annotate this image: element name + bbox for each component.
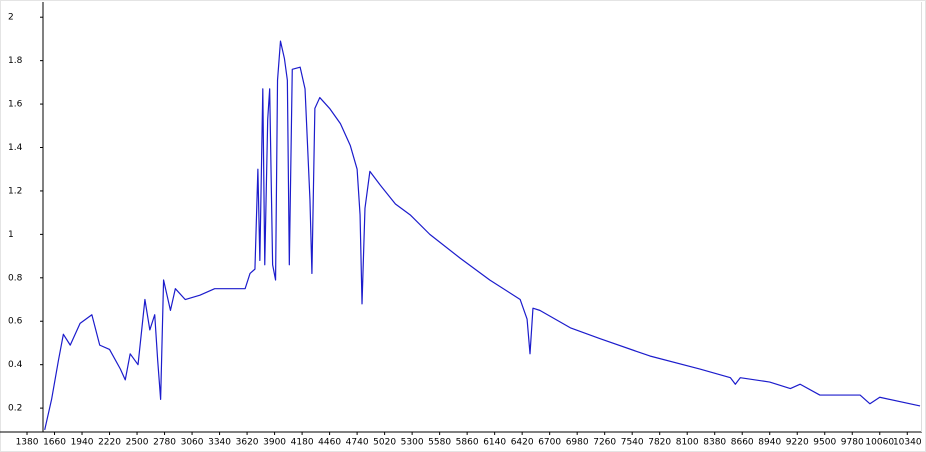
x-tick-label: 3620	[236, 438, 259, 448]
y-tick-label: 1.4	[8, 143, 23, 153]
x-tick-label: 3340	[208, 438, 231, 448]
y-tick-label: 0.4	[8, 360, 23, 370]
x-tick-label: 8100	[676, 438, 699, 448]
x-tick-label: 9780	[841, 438, 864, 448]
x-tick-label: 6980	[566, 438, 589, 448]
y-tick-label: 1	[8, 230, 14, 240]
x-tick-label: 5860	[456, 438, 479, 448]
y-tick-label: 1.2	[8, 186, 22, 196]
x-tick-label: 4180	[291, 438, 314, 448]
x-tick-label: 1940	[71, 438, 94, 448]
x-tick-label: 7260	[593, 438, 616, 448]
x-tick-label: 9220	[786, 438, 809, 448]
y-tick-label: 1.8	[8, 56, 23, 66]
x-tick-label: 5020	[373, 438, 396, 448]
x-tick-label: 1660	[43, 438, 66, 448]
x-tick-label: 3060	[181, 438, 204, 448]
x-tick-label: 4460	[318, 438, 341, 448]
x-tick-label: 5580	[428, 438, 451, 448]
x-tick-label: 7540	[621, 438, 644, 448]
x-tick-label: 2220	[98, 438, 121, 448]
x-tick-label: 8940	[758, 438, 781, 448]
x-tick-label: 8380	[703, 438, 726, 448]
x-tick-label: 4740	[346, 438, 369, 448]
spectrum-line	[44, 40, 921, 430]
x-tick-label: 6140	[483, 438, 506, 448]
x-tick-label: 1380	[16, 438, 39, 448]
y-tick-label: 2	[8, 13, 14, 23]
x-tick-label: 8660	[731, 438, 754, 448]
x-tick-label: 10340	[893, 438, 922, 448]
x-tick-label: 3900	[263, 438, 286, 448]
x-tick-label: 2500	[126, 438, 149, 448]
y-tick-label: 0.8	[8, 273, 23, 283]
y-tick-label: 1.6	[8, 100, 23, 110]
x-tick-label: 9500	[813, 438, 836, 448]
x-tick-label: 5300	[401, 438, 424, 448]
x-tick-label: 10060	[865, 438, 894, 448]
y-tick-label: 0.6	[8, 317, 23, 327]
x-tick-label: 6420	[511, 438, 534, 448]
x-tick-label: 7820	[648, 438, 671, 448]
y-tick-label: 0.2	[8, 404, 22, 414]
x-tick-label: 6700	[538, 438, 561, 448]
x-tick-label: 2780	[153, 438, 176, 448]
